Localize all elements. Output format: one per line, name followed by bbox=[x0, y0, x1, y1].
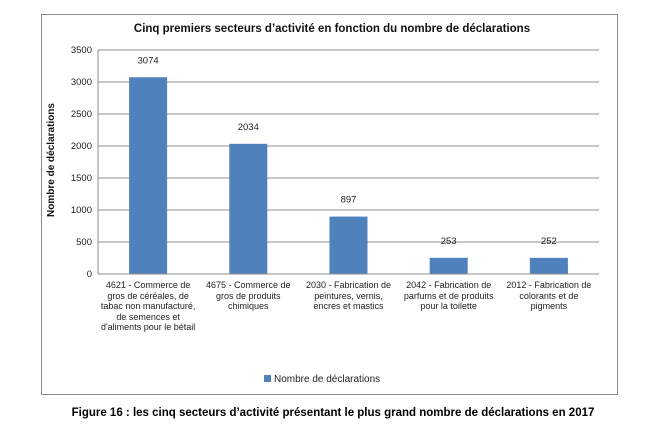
bar bbox=[429, 257, 468, 274]
y-tick-label: 2000 bbox=[71, 141, 92, 152]
legend-swatch bbox=[264, 375, 271, 382]
figure-caption: Figure 16 : les cinq secteurs d’activité… bbox=[71, 407, 595, 419]
chart-title: Cinq premiers secteurs d’activité en fon… bbox=[134, 23, 530, 35]
x-category-label: 2042 - Fabrication de parfums et de prod… bbox=[403, 280, 494, 311]
x-category-label: 4675 - Commerce de gros de produits chim… bbox=[206, 280, 291, 311]
x-category-label: 2030 - Fabrication de peintures, vernis,… bbox=[305, 280, 392, 311]
y-axis-title: Nombre de déclarations bbox=[46, 103, 57, 217]
data-label: 3074 bbox=[138, 55, 159, 66]
y-tick-label: 500 bbox=[76, 237, 92, 248]
chart-frame: Cinq premiers secteurs d’activité en fon… bbox=[41, 14, 618, 395]
data-labels: 3074 2034 897 253 252 bbox=[138, 55, 557, 247]
legend-label: Nombre de déclarations bbox=[274, 374, 380, 385]
y-tick-label: 3000 bbox=[71, 77, 92, 88]
bar bbox=[229, 143, 268, 274]
y-tick-label: 3500 bbox=[71, 45, 92, 56]
bar bbox=[529, 257, 568, 274]
y-tick-label: 2500 bbox=[71, 109, 92, 120]
legend: Nombre de déclarations bbox=[264, 374, 380, 385]
data-label: 897 bbox=[341, 195, 357, 206]
bar bbox=[129, 77, 168, 274]
bar-chart: Cinq premiers secteurs d’activité en fon… bbox=[46, 23, 599, 385]
data-label: 252 bbox=[541, 236, 557, 247]
gridlines bbox=[98, 49, 599, 243]
bars bbox=[129, 77, 568, 274]
y-tick-label: 0 bbox=[87, 269, 92, 280]
bar bbox=[329, 216, 368, 274]
data-label: 2034 bbox=[238, 122, 259, 133]
x-category-label: 4621 - Commerce de gros de céréales, de … bbox=[100, 280, 196, 332]
y-tick-label: 1000 bbox=[71, 205, 92, 216]
y-tick-label: 1500 bbox=[71, 173, 92, 184]
y-axis-ticks: 0 500 1000 1500 2000 2500 3000 3500 bbox=[71, 45, 92, 280]
data-label: 253 bbox=[441, 236, 457, 247]
x-category-label: 2012 - Fabrication de colorants et de pi… bbox=[506, 280, 592, 311]
